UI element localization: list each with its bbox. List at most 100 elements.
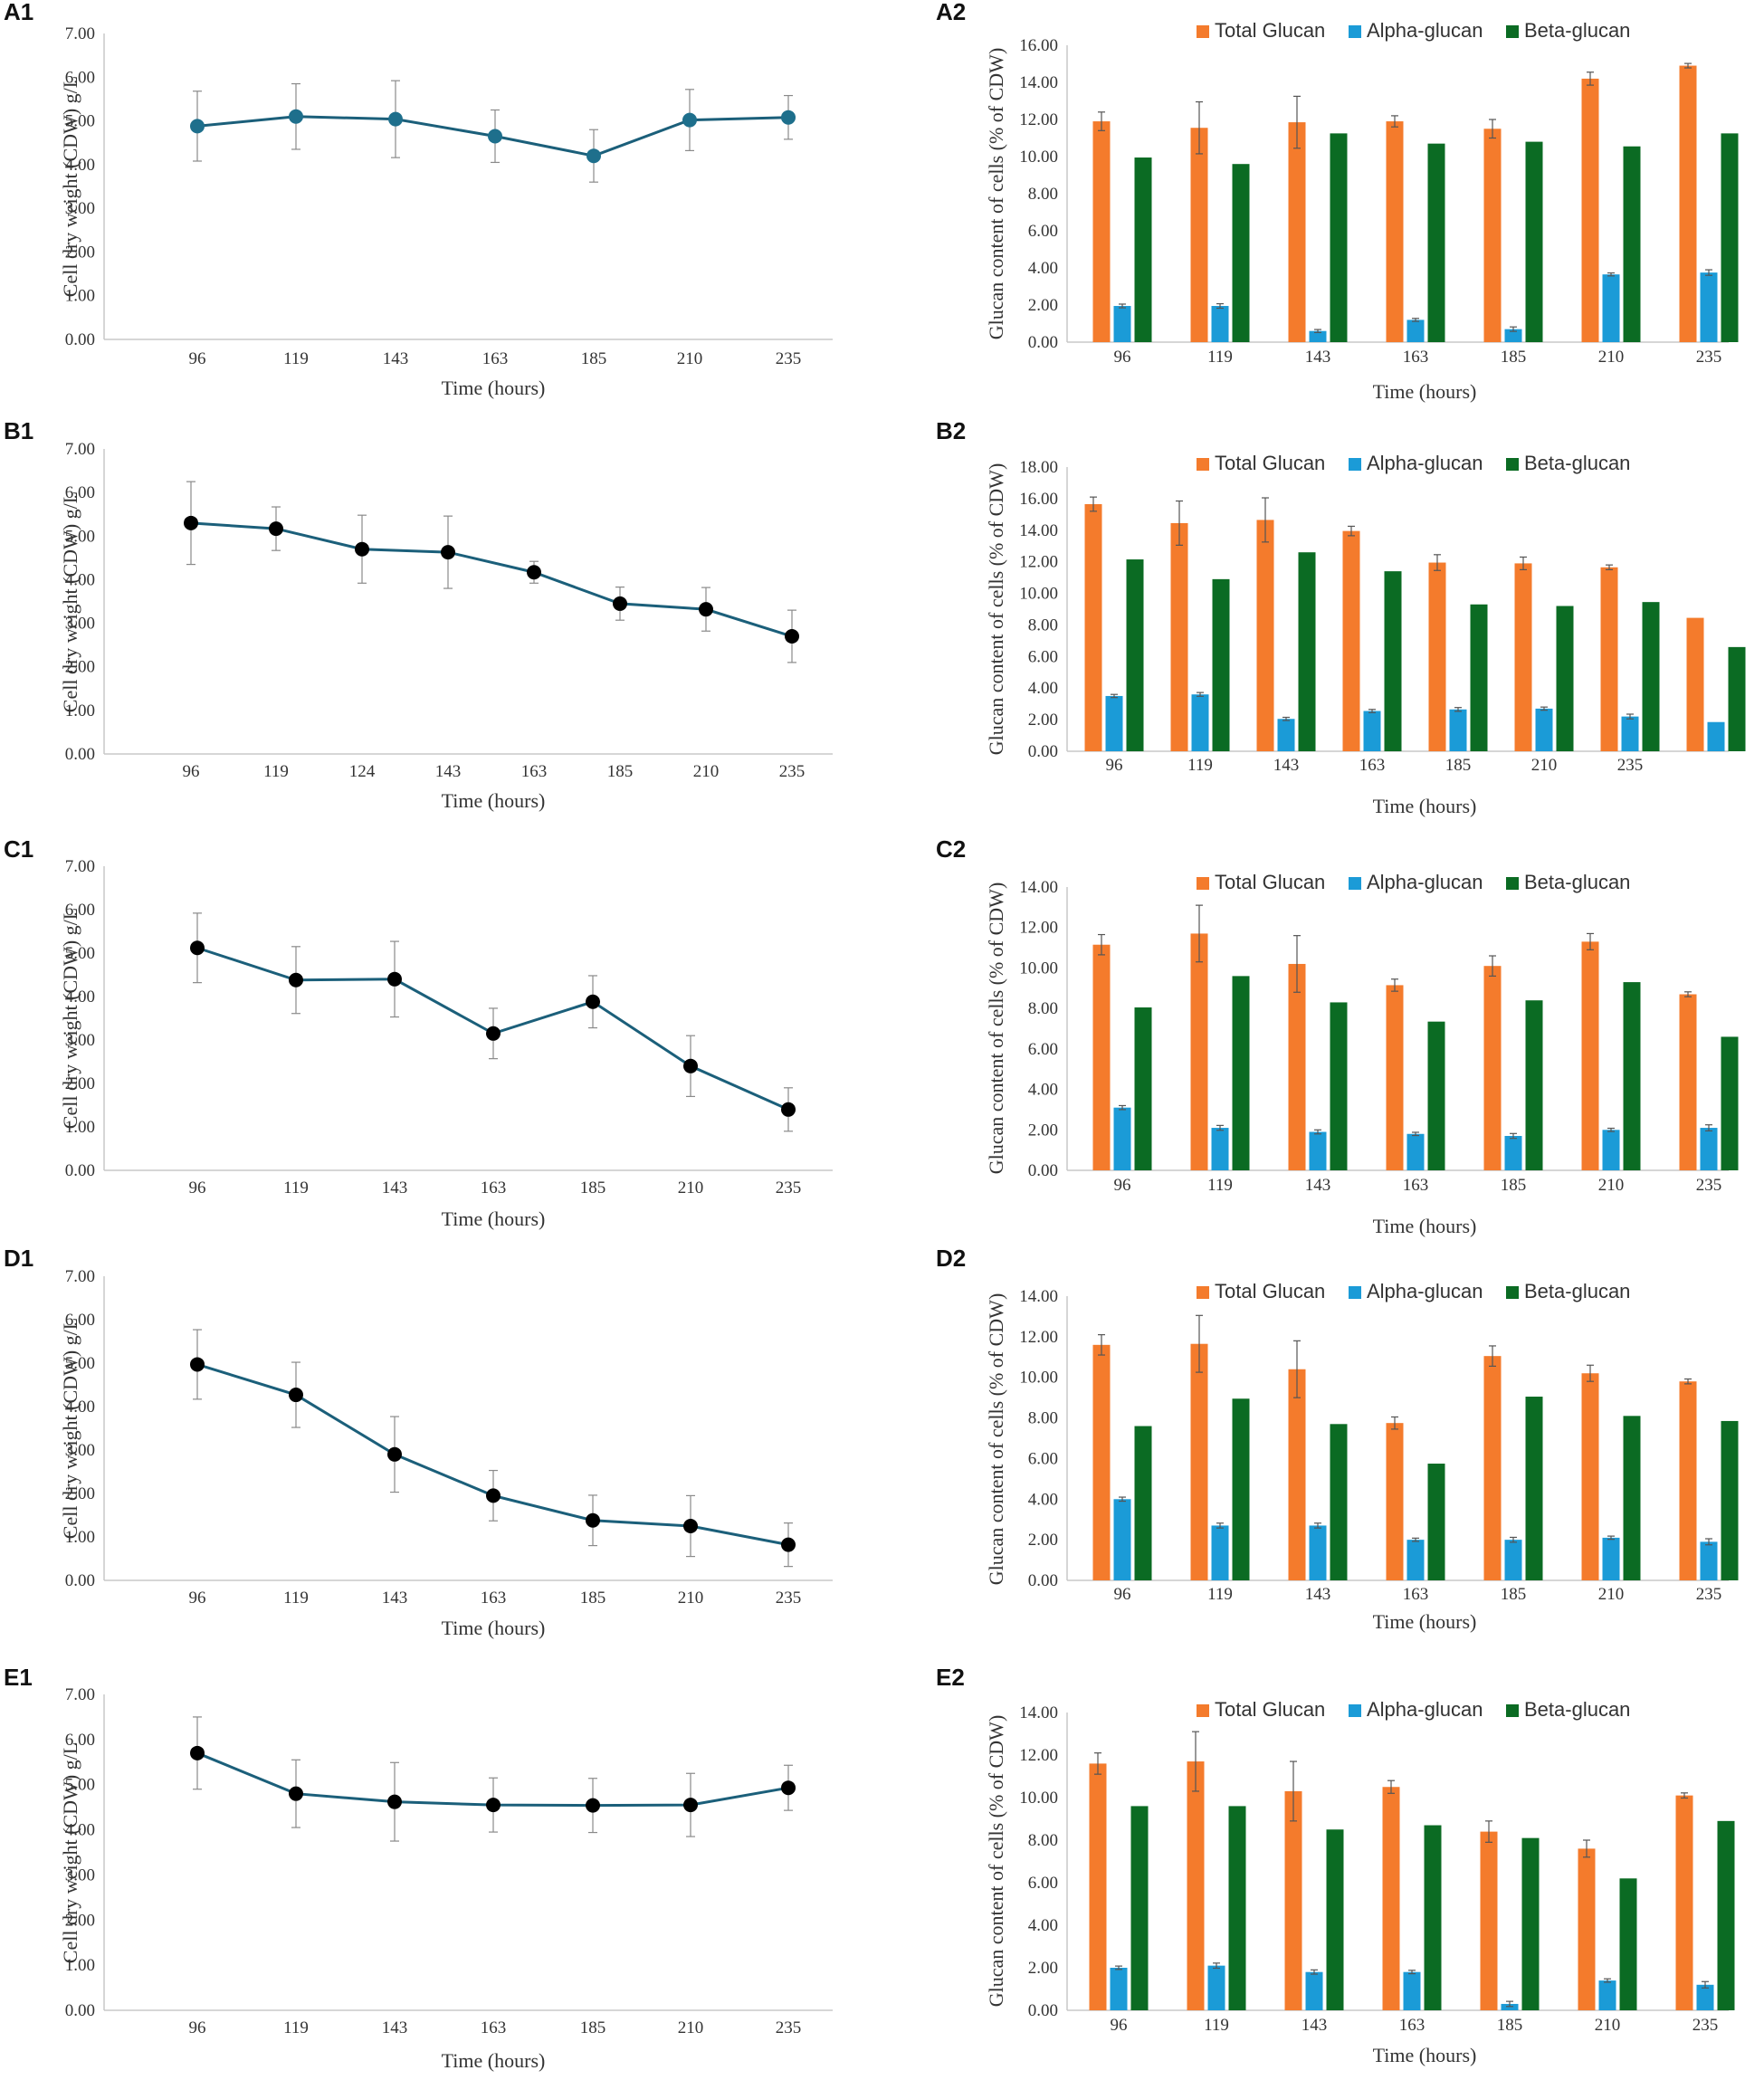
x-tick-label: 143 [1305, 1176, 1331, 1195]
legend-label: Alpha-glucan [1367, 19, 1483, 42]
y-tick-label: 0.00 [1028, 2001, 1058, 2020]
y-tick-label: 10.00 [1019, 585, 1058, 604]
error-bar [1115, 1965, 1122, 1970]
error-bar [1510, 1132, 1517, 1140]
x-tick-label: 185 [1501, 348, 1527, 367]
x-tick-label: 210 [677, 349, 703, 368]
y-tick-label: 4.00 [65, 988, 95, 1007]
error-bar [1197, 692, 1204, 697]
bar-total-glucan [1581, 941, 1599, 1170]
error-bar [1391, 115, 1398, 128]
legend-label: Alpha-glucan [1367, 1698, 1483, 1721]
bar-alpha-glucan [1113, 306, 1131, 342]
legend-swatch [1197, 1286, 1209, 1299]
legend: Total Glucan Alpha-glucan Beta-glucan [1197, 452, 1630, 474]
error-bar [1684, 991, 1692, 997]
y-tick-label: 1.00 [65, 1956, 95, 1975]
bar-alpha-glucan [1621, 716, 1639, 751]
x-tick-label: 235 [1696, 1585, 1722, 1604]
data-point [289, 1388, 303, 1403]
y-tick-label: 0.00 [1028, 1571, 1058, 1590]
y-tick-label: 10.00 [1019, 1369, 1058, 1388]
x-tick-label: 185 [607, 762, 634, 781]
bar-beta-glucan [1126, 559, 1144, 751]
legend-label: Alpha-glucan [1367, 1280, 1483, 1302]
y-tick-label: 5.00 [65, 527, 95, 546]
y-tick-label: 14.00 [1019, 878, 1058, 897]
error-bar [1604, 1978, 1611, 1983]
bar-beta-glucan [1424, 1825, 1442, 2010]
bar-total-glucan [1256, 520, 1274, 751]
bar-total-glucan [1288, 122, 1306, 342]
legend-swatch [1506, 458, 1519, 471]
error-bar [1681, 1792, 1688, 1799]
bar-total-glucan [1386, 985, 1404, 1170]
legend: Total Glucan Alpha-glucan Beta-glucan [1197, 871, 1630, 893]
y-tick-label: 8.00 [1028, 185, 1058, 204]
legend-label: Total Glucan [1215, 871, 1325, 893]
bar-beta-glucan [1728, 646, 1746, 751]
bar-total-glucan [1578, 1848, 1596, 2010]
bar-total-glucan [1190, 933, 1208, 1170]
error-bar [1510, 326, 1517, 332]
x-tick-label: 143 [382, 1178, 408, 1197]
y-tick-label: 5.00 [65, 1354, 95, 1373]
data-point [387, 1446, 402, 1462]
x-tick-label: 163 [1403, 1176, 1429, 1195]
data-point [488, 129, 502, 144]
y-tick-label: 2.00 [65, 243, 95, 262]
legend-swatch [1197, 1704, 1209, 1717]
data-point [289, 1786, 303, 1801]
y-tick-label: 2.00 [1028, 1121, 1058, 1140]
data-point [683, 1519, 698, 1533]
legend-swatch [1349, 1286, 1361, 1299]
bar-beta-glucan [1525, 1000, 1543, 1170]
bar-alpha-glucan [1406, 1540, 1425, 1580]
x-tick-label: 124 [349, 762, 376, 781]
x-axis-title: Time (hours) [442, 377, 546, 399]
bar-beta-glucan [1525, 141, 1543, 342]
data-point [486, 1488, 501, 1503]
x-tick-label: 163 [1399, 2016, 1426, 2035]
error-bar [1587, 1364, 1594, 1382]
bar-beta-glucan [1642, 602, 1660, 751]
bar-beta-glucan [1330, 1424, 1348, 1580]
error-bar [1684, 62, 1692, 69]
bar-beta-glucan [1134, 1426, 1152, 1580]
bar-total-glucan [1675, 1795, 1693, 2010]
x-tick-label: 185 [1497, 2016, 1523, 2035]
y-tick-label: 10.00 [1019, 959, 1058, 978]
error-bar [1684, 1378, 1692, 1385]
bar-alpha-glucan [1707, 721, 1725, 751]
x-axis-title: Time (hours) [1373, 380, 1477, 403]
bar-total-glucan [1190, 128, 1208, 342]
legend-label: Beta-glucan [1524, 1698, 1630, 1721]
bar-beta-glucan [1232, 976, 1250, 1170]
y-tick-label: 14.00 [1019, 73, 1058, 92]
error-bar [1587, 932, 1594, 950]
bar-beta-glucan [1525, 1397, 1543, 1580]
chart-a1: A1 0.00 1.00 2.00 3.00 4.00 5.00 6.00 7.00 Cell d… [4, 0, 833, 399]
error-bar [1111, 693, 1118, 699]
error-bar [1391, 1416, 1398, 1430]
y-tick-label: 5.00 [65, 1776, 95, 1795]
data-point [190, 940, 205, 956]
x-tick-label: 235 [779, 762, 806, 781]
y-tick-label: 6.00 [65, 1311, 95, 1330]
error-bar [1434, 554, 1441, 571]
x-axis-title: Time (hours) [1373, 1610, 1477, 1633]
y-tick-label: 6.00 [65, 483, 95, 502]
x-tick-label: 235 [1617, 756, 1644, 775]
bar-alpha-glucan [1406, 1133, 1425, 1170]
x-tick-label: 210 [1595, 2016, 1621, 2035]
bar-alpha-glucan [1309, 330, 1327, 342]
y-tick-label: 0.00 [1028, 333, 1058, 352]
x-tick-label: 210 [678, 1178, 704, 1197]
bar-beta-glucan [1721, 133, 1739, 342]
bar-alpha-glucan [1696, 1984, 1714, 2010]
x-tick-label: 96 [189, 349, 206, 368]
y-tick-label: 7.00 [65, 440, 95, 459]
bar-beta-glucan [1212, 578, 1230, 751]
y-tick-label: 2.00 [65, 658, 95, 677]
bar-total-glucan [1190, 1343, 1208, 1580]
